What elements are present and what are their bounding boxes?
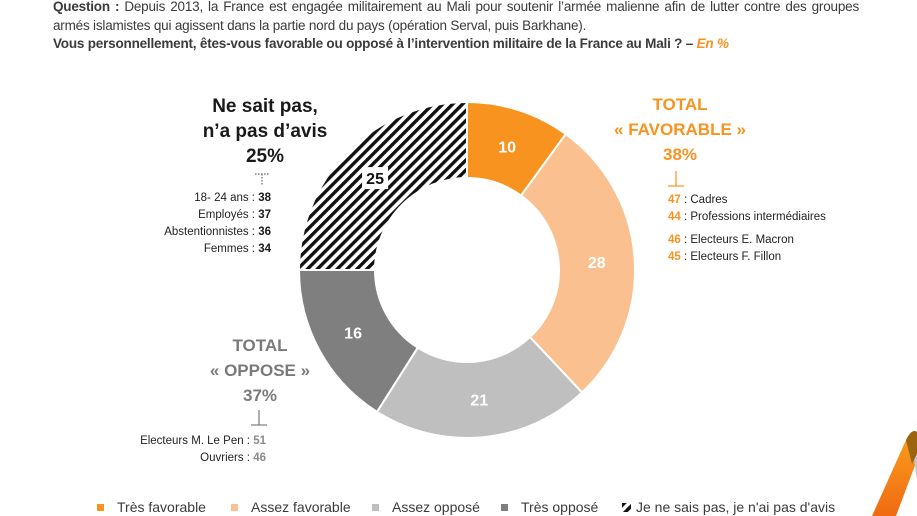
nsp-item-value: 36 (258, 226, 271, 238)
favorable-title-line1: TOTAL (652, 95, 708, 114)
legend-hatch-swatch-icon (622, 502, 631, 512)
nsp-breakdown-list: 18- 24 ans : 38 Employés : 37 Abstention… (164, 190, 271, 258)
oppose-annotation: TOTAL « OPPOSE » 37% (190, 333, 330, 408)
legend-label: Je ne sais pas, je n'ai pas d'avis (636, 499, 836, 515)
nsp-item-value: 38 (258, 192, 271, 204)
nsp-annotation: Ne sait pas, n’a pas d’avis 25% (180, 94, 350, 169)
legend-swatch-icon (97, 503, 104, 511)
brand-logo-icon (872, 431, 917, 516)
favorable-connector-icon (668, 171, 684, 187)
favorable-item: 46 : Electeurs E. Macron (668, 232, 826, 249)
oppose-item-label: Ouvriers : (200, 452, 254, 464)
nsp-item-label: Femmes : (203, 243, 259, 255)
nsp-connector-icon (255, 173, 269, 185)
favorable-item-label: : Electeurs E. Macron (680, 234, 794, 246)
favorable-item: 45 : Electeurs F. Fillon (668, 249, 826, 266)
legend-label: Assez favorable (251, 499, 351, 515)
nsp-item: 18- 24 ans : 38 (164, 190, 271, 207)
favorable-item-value: 47 (668, 194, 681, 206)
oppose-item: Ouvriers : 46 (140, 450, 266, 467)
favorable-item-value: 46 (668, 234, 681, 246)
data-label: 21 (470, 392, 488, 409)
favorable-item-label: : Professions intermédiaires (680, 211, 826, 223)
legend-item-assez-oppose: Assez opposé (372, 499, 480, 515)
favorable-annotation: TOTAL « FAVORABLE » 38% (590, 92, 770, 167)
legend-item-assez-favorable: Assez favorable (231, 499, 351, 515)
legend-swatch-icon (372, 503, 379, 511)
nsp-title-line1: Ne sait pas, (212, 96, 318, 117)
unit-label: En % (696, 36, 729, 51)
favorable-item-label: : Cadres (680, 194, 728, 206)
oppose-item-label: Electeurs M. Le Pen : (140, 435, 254, 447)
oppose-total: 37% (242, 386, 278, 405)
nsp-item-label: Employés : (198, 209, 259, 221)
oppose-item: Electeurs M. Le Pen : 51 (140, 433, 266, 450)
favorable-breakdown-list: 47 : Cadres 44 : Professions intermédiai… (668, 192, 826, 266)
legend-label: Très favorable (117, 499, 206, 515)
oppose-title-line1: TOTAL (232, 336, 288, 355)
legend-item-tres-oppose: Très opposé (501, 499, 598, 515)
legend-label: Très opposé (521, 499, 599, 515)
data-label: 10 (498, 139, 516, 156)
favorable-total: 38% (662, 145, 698, 164)
slice-assez-oppose (375, 335, 584, 439)
data-label: 16 (344, 326, 362, 343)
nsp-item: Abstentionnistes : 36 (164, 224, 271, 241)
subquestion-text: Vous personnellement, êtes-vous favorabl… (53, 36, 697, 51)
nsp-item: Femmes : 34 (164, 241, 271, 258)
question-body: Depuis 2013, la France est engagée milit… (53, 0, 859, 33)
legend-swatch-icon (231, 503, 238, 511)
oppose-item-value: 51 (253, 435, 266, 447)
data-label: 28 (588, 255, 606, 272)
data-label-background (362, 167, 389, 190)
nsp-item-value: 37 (258, 209, 271, 221)
nsp-title-line2: n’a pas d’avis (202, 121, 328, 142)
oppose-title-line2: « OPPOSE » (209, 361, 311, 380)
oppose-breakdown-list: Electeurs M. Le Pen : 51 Ouvriers : 46 (140, 433, 266, 467)
nsp-total: 25% (245, 146, 285, 167)
favorable-item-label: : Electeurs F. Fillon (680, 251, 782, 263)
oppose-item-value: 46 (253, 452, 266, 464)
favorable-title-line2: « FAVORABLE » (614, 120, 746, 139)
question-text: Question : Depuis 2013, la France est en… (53, 0, 859, 35)
legend-item-nsp: Je ne sais pas, je n'ai pas d'avis (622, 499, 835, 515)
nsp-item-value: 34 (258, 243, 271, 255)
nsp-item-label: 18- 24 ans : (194, 192, 259, 204)
favorable-item-value: 45 (668, 251, 681, 263)
favorable-item-value: 44 (668, 211, 681, 223)
legend-item-tres-favorable: Très favorable (97, 499, 206, 515)
oppose-connector-icon (251, 410, 267, 426)
legend-label: Assez opposé (392, 499, 480, 515)
favorable-item: 47 : Cadres (668, 192, 826, 209)
data-label: 25 (366, 171, 384, 188)
favorable-item: 44 : Professions intermédiaires (668, 209, 826, 226)
subquestion: Vous personnellement, êtes-vous favorabl… (53, 36, 729, 51)
legend-swatch-icon (501, 503, 508, 511)
slice-assez-favorable (519, 132, 636, 394)
nsp-item: Employés : 37 (164, 207, 271, 224)
nsp-item-label: Abstentionnistes : (164, 226, 259, 238)
question-label: Question : (53, 0, 120, 14)
